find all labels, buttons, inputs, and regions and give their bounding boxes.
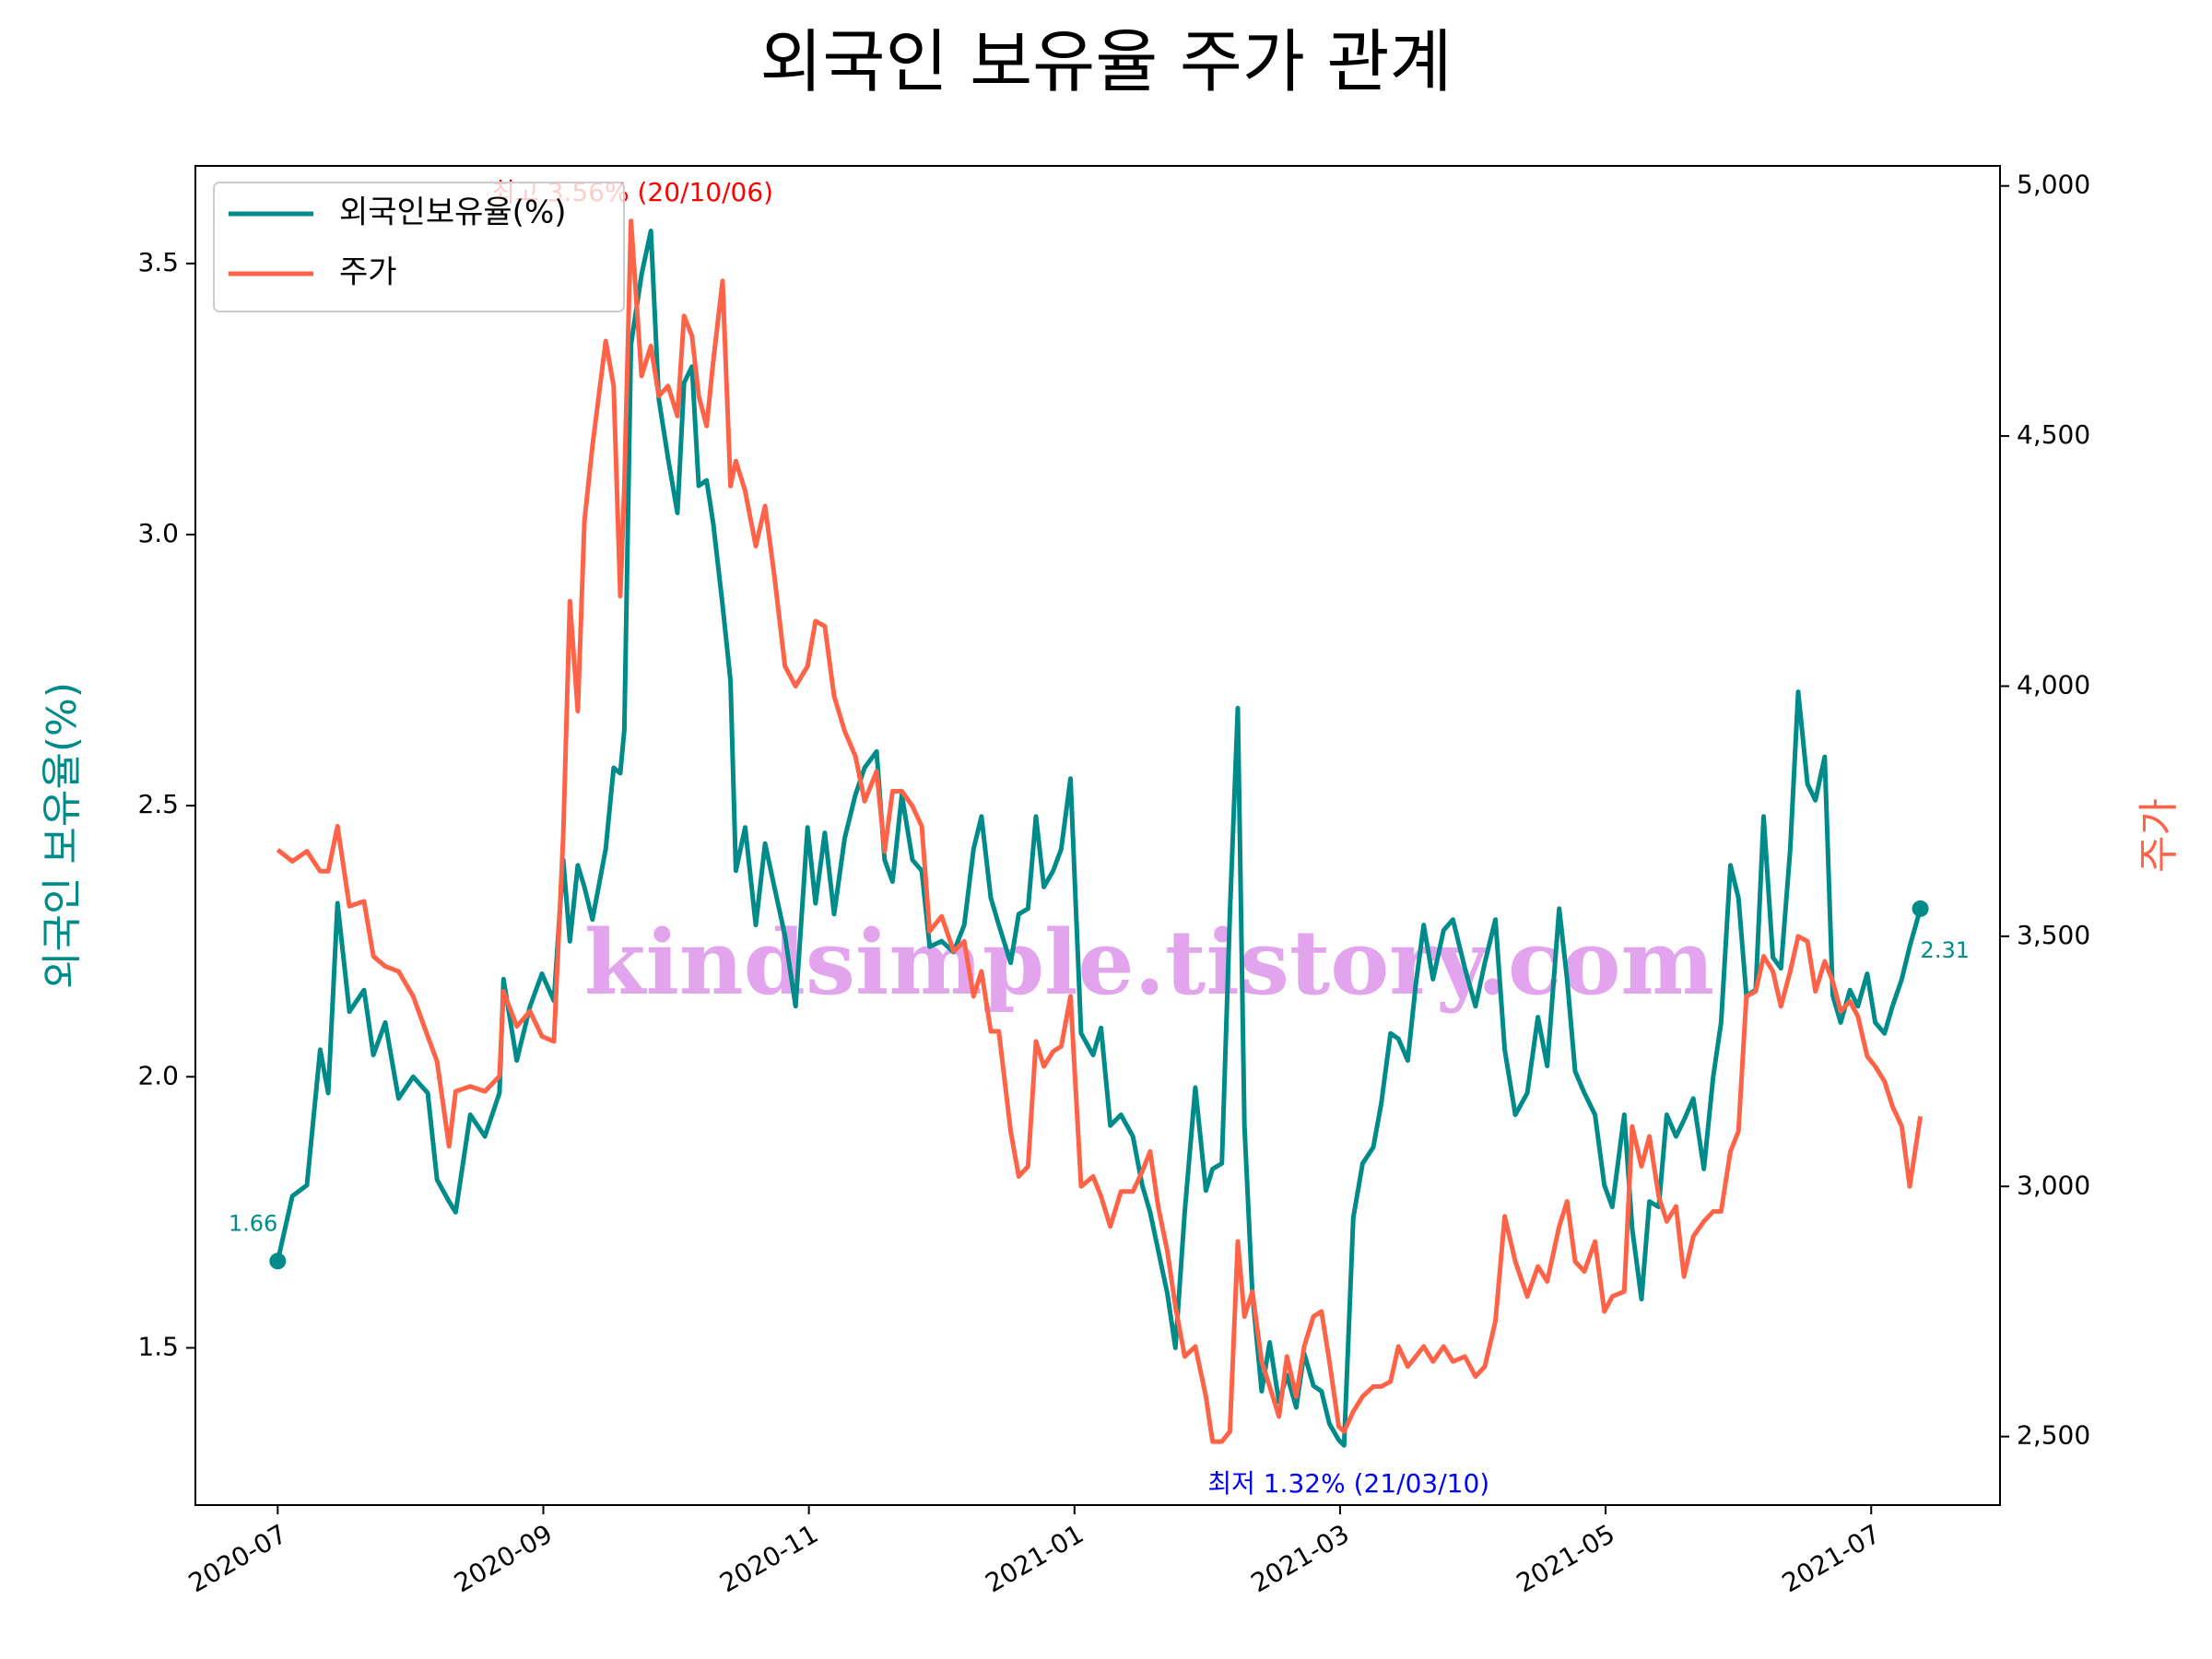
start-label: 1.66 [229,1210,277,1236]
legend-label: 외국인보유율(%) [339,194,567,231]
series-line [276,218,1924,1444]
start-marker [269,1253,287,1270]
y2-tick-label: 2,500 [2017,1420,2090,1451]
min-annotation: 최저 1.32% (21/03/10) [1207,1468,1489,1499]
y2-tick-label: 5,000 [2017,170,2090,200]
legend-label: 주가 [339,254,397,291]
y-tick-label: 2.5 [137,789,179,819]
y-tick-label: 1.5 [137,1331,179,1361]
y-tick-label: 3.0 [137,518,179,548]
y-tick-label: 3.5 [137,247,179,277]
y2-tick-label: 4,000 [2017,669,2090,700]
plot-frame [194,165,2001,1506]
watermark: kindsimple.tistory.com [584,911,1714,1015]
y2-tick-label: 3,500 [2017,920,2090,950]
chart-title: 외국인 보유율 주가 관계 [759,23,1452,102]
legend-box [213,182,625,312]
end-marker [1912,900,1929,917]
y-tick-label: 2.0 [137,1060,179,1090]
legend: 외국인보유율(%) 주가 [213,182,625,312]
y2-axis-label: 주가 [2136,798,2183,873]
y-axis-label: 외국인 보유율(%) [39,682,86,989]
y2-tick-label: 3,000 [2017,1170,2090,1200]
y2-tick-label: 4,500 [2017,419,2090,450]
end-label: 2.31 [1921,937,1970,963]
series-line [275,229,1924,1448]
